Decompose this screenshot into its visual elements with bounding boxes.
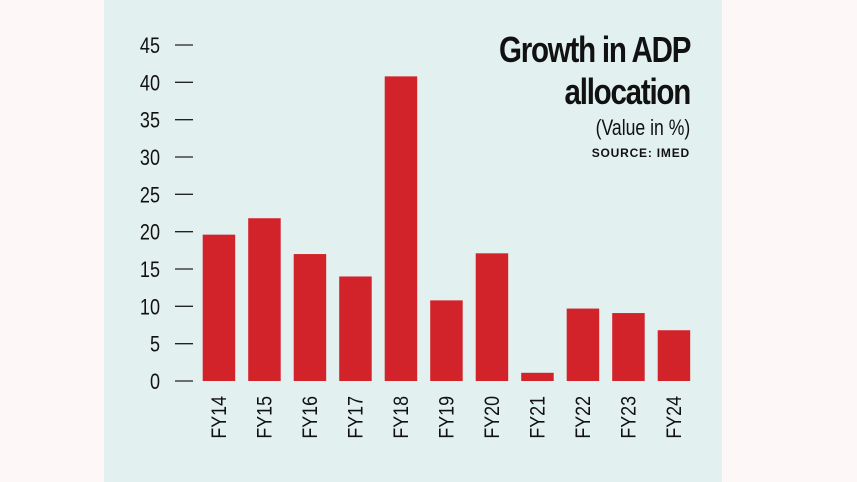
bar-fy21 bbox=[521, 372, 554, 381]
x-tick-label: FY22 bbox=[572, 396, 596, 439]
x-tick-label: FY14 bbox=[208, 396, 232, 439]
y-tick-label: 10 bbox=[140, 296, 160, 320]
y-tick-label: 45 bbox=[140, 34, 160, 58]
x-tick-label: FY15 bbox=[253, 396, 277, 439]
bar-fy22 bbox=[566, 308, 600, 381]
chart-source: SOURCE: IMED bbox=[591, 146, 690, 160]
chart-title-line-2: allocation bbox=[564, 71, 692, 112]
bar-fy18 bbox=[384, 76, 418, 382]
x-tick-label: FY24 bbox=[663, 396, 687, 439]
bar-fy15 bbox=[248, 218, 281, 381]
bar-fy24 bbox=[657, 330, 691, 381]
y-tick-label: 30 bbox=[140, 146, 160, 170]
bar-fy20 bbox=[475, 253, 509, 381]
bar-fy17 bbox=[339, 276, 372, 381]
bar-fy14 bbox=[202, 234, 236, 381]
x-tick-label: FY19 bbox=[435, 396, 459, 439]
y-tick-label: 35 bbox=[140, 109, 160, 133]
x-tick-label: FY23 bbox=[617, 396, 641, 439]
x-tick-label: FY21 bbox=[526, 396, 550, 439]
y-tick-label: 15 bbox=[140, 258, 160, 282]
y-tick-label: 25 bbox=[140, 184, 160, 208]
bar-fy19 bbox=[430, 300, 463, 381]
y-tick-label: 40 bbox=[140, 72, 160, 96]
chart-title-line-1: Growth in ADP bbox=[498, 29, 691, 70]
bar-fy23 bbox=[612, 313, 645, 381]
y-tick-label: 0 bbox=[150, 370, 160, 394]
bar-fy16 bbox=[293, 254, 327, 381]
x-tick-label: FY17 bbox=[344, 396, 368, 439]
x-tick-label: FY20 bbox=[481, 396, 505, 439]
x-tick-label: FY16 bbox=[299, 396, 323, 439]
chart-subtitle: (Value in %) bbox=[595, 115, 690, 140]
x-tick-label: FY18 bbox=[390, 396, 414, 439]
y-tick-label: 20 bbox=[140, 221, 160, 245]
y-tick-label: 5 bbox=[150, 333, 160, 357]
